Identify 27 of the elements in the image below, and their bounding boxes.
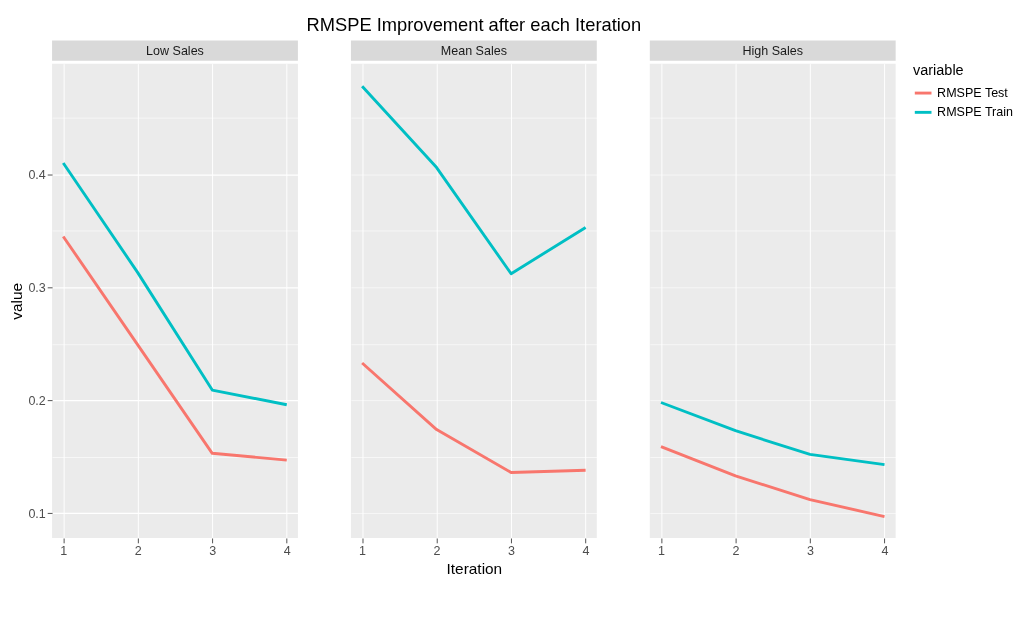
x-tick-label: 3 [209, 543, 217, 558]
line-series [61, 161, 289, 407]
y-tick-label: 0.3 [28, 280, 46, 295]
x-tick-label: 4 [881, 543, 889, 558]
y-tick-label: 0.4 [28, 167, 46, 182]
chart-subtitle: Low Sales [146, 43, 204, 58]
y-axis-title: value [7, 282, 25, 320]
y-tick-label: 0.2 [28, 393, 46, 408]
x-axis-title: Iteration [446, 560, 503, 578]
line-series [61, 235, 289, 462]
y-tick-label: 0.1 [28, 506, 46, 521]
x-tick-label: 1 [60, 543, 68, 558]
x-tick-label: 3 [806, 543, 814, 558]
chart-title: RMSPE Improvement after each Iteration [306, 13, 642, 35]
chart-subtitle: Mean Sales [440, 43, 507, 58]
legend-label: RMSPE Test [937, 85, 1009, 100]
x-tick-label: 4 [582, 543, 590, 558]
x-tick-label: 3 [508, 543, 516, 558]
x-tick-label: 2 [134, 543, 142, 558]
legend-title: variable [913, 62, 964, 79]
legend-label: RMSPE Train [937, 105, 1013, 120]
x-tick-label: 2 [732, 543, 740, 558]
x-tick-label: 2 [433, 543, 441, 558]
chart-subtitle: High Sales [742, 43, 804, 58]
x-tick-label: 4 [283, 543, 291, 558]
x-tick-label: 1 [359, 543, 367, 558]
x-tick-label: 1 [657, 543, 665, 558]
